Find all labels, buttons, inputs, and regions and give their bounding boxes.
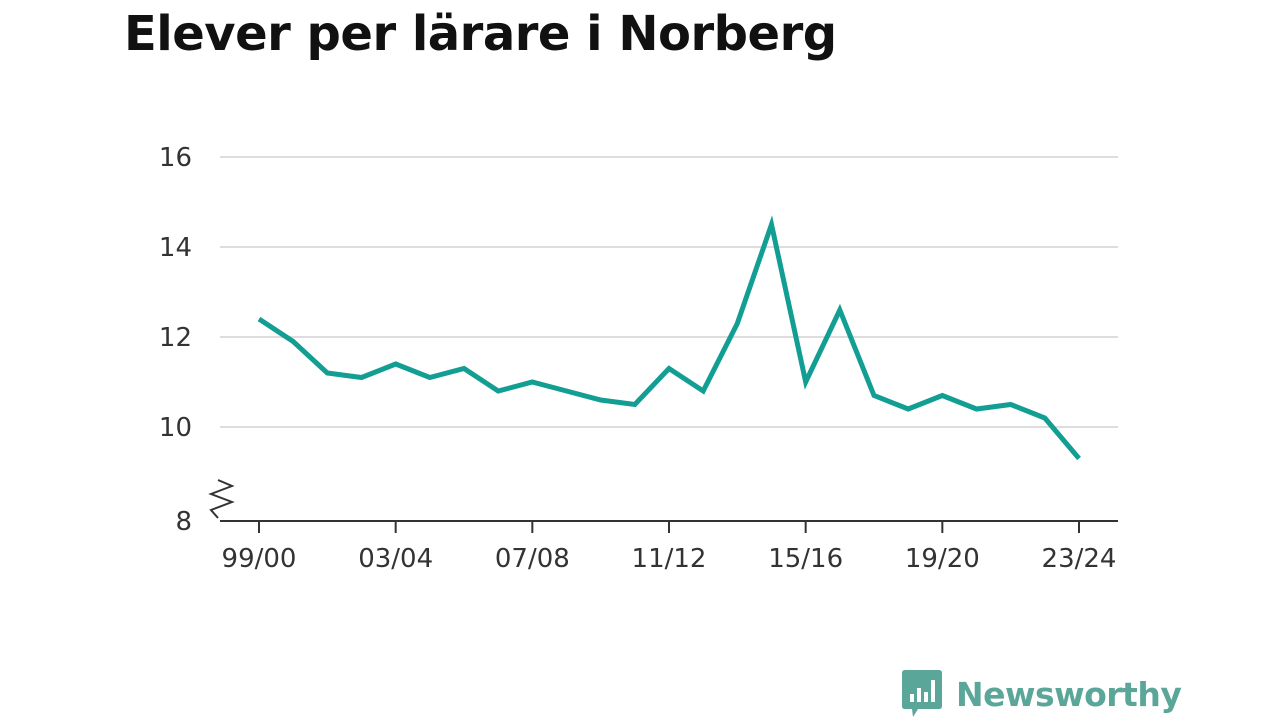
newsworthy-brand: Newsworthy bbox=[902, 670, 1182, 718]
newsworthy-logo-icon bbox=[902, 670, 942, 717]
y-tick-label: 8 bbox=[175, 507, 192, 537]
x-tick-label: 99/00 bbox=[222, 544, 297, 574]
y-tick-label: 14 bbox=[159, 233, 192, 263]
chart-title: Elever per lärare i Norberg bbox=[124, 6, 837, 62]
brand-name: Newsworthy bbox=[956, 674, 1182, 714]
series-line bbox=[257, 215, 1081, 461]
y-tick-label: 10 bbox=[159, 413, 192, 443]
y-tick-label: 16 bbox=[159, 143, 192, 173]
x-tick-label: 19/20 bbox=[905, 544, 980, 574]
y-axis-break-marker bbox=[208, 479, 235, 519]
gridlines bbox=[220, 156, 1118, 428]
x-tick-label: 03/04 bbox=[358, 544, 433, 574]
x-tick-label: 15/16 bbox=[768, 544, 843, 574]
x-tick-label: 11/12 bbox=[632, 544, 707, 574]
tick-labels: 8 10 12 14 16 99/00 03/04 07/08 11/12 15/16 19/20 2… bbox=[159, 143, 1117, 574]
x-tick-label: 07/08 bbox=[495, 544, 570, 574]
axes bbox=[208, 479, 1118, 533]
y-tick-label: 12 bbox=[159, 323, 192, 353]
series-layer bbox=[257, 215, 1081, 461]
x-tick-label: 23/24 bbox=[1042, 544, 1117, 574]
